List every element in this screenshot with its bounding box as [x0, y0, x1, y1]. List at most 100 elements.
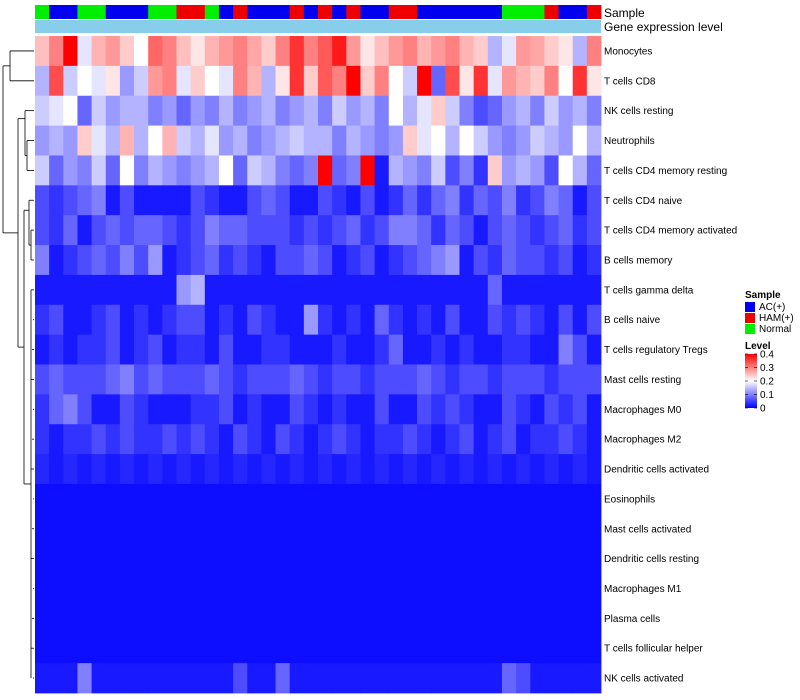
sample-annotation-cell	[162, 5, 177, 19]
heatmap-cell	[49, 424, 64, 455]
heatmap-cell	[360, 155, 375, 186]
heatmap-cell	[374, 215, 390, 246]
heatmap-cell	[402, 543, 418, 574]
heatmap-cell	[176, 394, 192, 425]
heatmap-cell	[176, 215, 192, 246]
heatmap-cell	[91, 215, 107, 246]
heatmap-cell	[530, 394, 545, 425]
heatmap-cell	[402, 215, 418, 246]
row-label: T cells CD8	[604, 76, 656, 87]
heatmap-cell	[148, 513, 163, 545]
heatmap-cell	[35, 663, 50, 694]
heatmap-cell	[49, 543, 64, 574]
heatmap-cell	[516, 334, 531, 365]
heatmap-cell	[346, 483, 361, 515]
heatmap-cell	[402, 364, 418, 395]
heatmap-cell	[105, 573, 121, 604]
heatmap-cell	[176, 454, 192, 485]
heatmap-cell	[233, 483, 248, 515]
heatmap-cell	[218, 95, 234, 126]
heatmap-cell	[332, 394, 347, 425]
heatmap-cell	[487, 155, 503, 186]
heatmap-cell	[134, 603, 149, 634]
heatmap-cell	[501, 394, 517, 425]
heatmap-cell	[346, 125, 361, 156]
heatmap-cell	[586, 633, 602, 664]
heatmap-cell	[204, 245, 220, 276]
heatmap-cell	[558, 65, 574, 97]
heatmap-cell	[318, 483, 333, 515]
heatmap-cell	[318, 364, 333, 395]
sample-annotation-cell	[204, 5, 220, 19]
heatmap-cell	[35, 543, 50, 574]
heatmap-cell	[218, 334, 234, 365]
heatmap-cell	[119, 125, 135, 156]
heatmap-cell	[63, 245, 78, 276]
heatmap-cell	[247, 663, 262, 694]
heatmap-cell	[586, 36, 602, 67]
heatmap-cell	[558, 215, 574, 246]
heatmap-cell	[35, 155, 50, 186]
heatmap-cell	[487, 36, 503, 67]
heatmap-cell	[417, 663, 432, 694]
heatmap-cell	[303, 573, 319, 604]
heatmap-cell	[233, 65, 248, 97]
heatmap-cell	[162, 513, 177, 545]
heatmap-cell	[586, 215, 602, 246]
heatmap-cell	[63, 364, 78, 395]
heatmap-cell	[544, 364, 559, 395]
sample-annotation-track	[35, 5, 602, 19]
heatmap-cell	[530, 483, 545, 515]
heatmap-cell	[289, 36, 305, 67]
expression-annotation-bar	[35, 20, 601, 33]
heatmap-cell	[431, 513, 446, 545]
heatmap-cell	[402, 245, 418, 276]
heatmap-cell	[105, 245, 121, 276]
heatmap-cell	[318, 36, 333, 67]
heatmap-cell	[374, 633, 390, 664]
heatmap-cell	[204, 95, 220, 126]
heatmap-cell	[303, 215, 319, 246]
heatmap-cell	[303, 274, 319, 306]
heatmap-cell	[431, 155, 446, 186]
heatmap-cell	[402, 65, 418, 97]
heatmap-cell	[572, 125, 588, 156]
heatmap-cell	[346, 185, 361, 216]
heatmap-cell	[247, 334, 262, 365]
heatmap-cell	[303, 424, 319, 455]
heatmap-cell	[360, 663, 375, 694]
row-label: Eosinophils	[604, 494, 655, 505]
heatmap-cell	[289, 334, 305, 365]
heatmap-cell	[148, 543, 163, 574]
heatmap-cell	[105, 334, 121, 365]
heatmap-cell	[275, 125, 291, 156]
heatmap-cell	[91, 334, 107, 365]
heatmap-cell	[91, 663, 107, 694]
heatmap-cell	[289, 185, 305, 216]
heatmap-cell	[572, 215, 588, 246]
heatmap-cell	[586, 543, 602, 574]
heatmap-cell	[572, 424, 588, 455]
heatmap-cell	[572, 245, 588, 276]
heatmap-cell	[35, 633, 50, 664]
heatmap-cell	[233, 95, 248, 126]
heatmap-cell	[318, 424, 333, 455]
heatmap-cell	[572, 394, 588, 425]
heatmap-cell	[431, 304, 446, 336]
heatmap-cell	[233, 573, 248, 604]
heatmap-cell	[501, 245, 517, 276]
heatmap-cell	[218, 245, 234, 276]
heatmap-cell	[530, 633, 545, 664]
row-label: T cells CD4 memory resting	[604, 166, 727, 177]
row-label: Mast cells resting	[604, 375, 681, 386]
heatmap-cell	[91, 95, 107, 126]
heatmap-cell	[119, 394, 135, 425]
heatmap-cell	[402, 394, 418, 425]
heatmap-cell	[501, 215, 517, 246]
heatmap-cell	[176, 155, 192, 186]
heatmap-cell	[275, 573, 291, 604]
heatmap-cell	[119, 245, 135, 276]
heatmap-cell	[218, 185, 234, 216]
heatmap-cell	[530, 274, 545, 306]
heatmap-cell	[77, 573, 92, 604]
